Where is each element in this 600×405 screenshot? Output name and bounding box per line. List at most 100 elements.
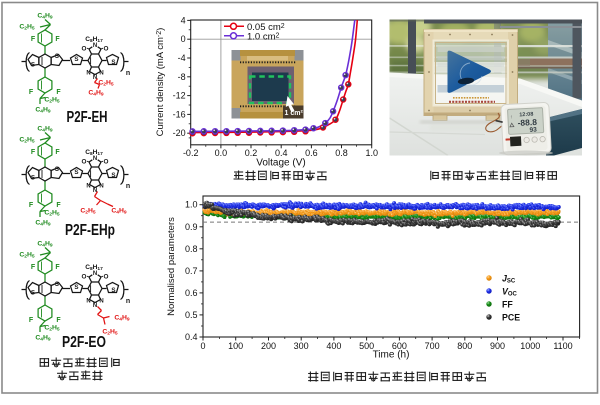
svg-text:O: O	[104, 46, 109, 53]
svg-text:1.0 cm2: 1.0 cm2	[247, 31, 280, 42]
svg-text:N: N	[93, 271, 97, 277]
svg-text:S: S	[55, 166, 59, 173]
svg-text:P2F-EHp: P2F-EHp	[65, 222, 115, 239]
svg-text:C4H9: C4H9	[37, 13, 53, 21]
svg-text:Normalised parameters: Normalised parameters	[166, 217, 177, 316]
svg-text:0.6: 0.6	[185, 288, 198, 298]
svg-text:O: O	[82, 46, 87, 53]
svg-text:C4H9: C4H9	[111, 208, 127, 216]
svg-text:0: 0	[200, 341, 205, 351]
svg-text:N: N	[86, 71, 90, 77]
svg-text:C4H9: C4H9	[37, 241, 53, 249]
svg-text:F: F	[55, 36, 60, 43]
svg-text:N: N	[99, 299, 103, 305]
svg-text:0.8: 0.8	[335, 148, 348, 158]
svg-text:S: S	[55, 281, 59, 288]
svg-text:S: S	[74, 284, 78, 291]
svg-text:600: 600	[392, 341, 407, 351]
svg-text:400: 400	[326, 341, 341, 351]
svg-text:300: 300	[294, 341, 309, 351]
svg-text:N: N	[93, 156, 97, 162]
svg-text:Voltage (V): Voltage (V)	[256, 158, 305, 169]
svg-text:1000: 1000	[520, 341, 540, 351]
svg-text:N: N	[86, 299, 90, 305]
svg-text:O: O	[104, 159, 109, 166]
svg-text:0.5: 0.5	[185, 310, 198, 320]
svg-text:S: S	[111, 287, 115, 294]
svg-text:0.6: 0.6	[305, 148, 318, 158]
svg-text:JSC: JSC	[502, 273, 516, 284]
svg-text:N: N	[93, 43, 97, 49]
svg-text:N: N	[86, 184, 90, 190]
svg-text:F: F	[55, 264, 60, 271]
svg-text:C2H5: C2H5	[19, 137, 35, 145]
svg-text:F: F	[31, 264, 36, 271]
svg-text:0.4: 0.4	[275, 148, 288, 158]
svg-text:-12: -12	[173, 91, 186, 101]
svg-text:C4H9: C4H9	[35, 335, 51, 343]
svg-text:C4H9: C4H9	[35, 107, 51, 115]
svg-text:C4H9: C4H9	[35, 220, 51, 228]
svg-text:S: S	[74, 169, 78, 176]
svg-text:n: n	[126, 70, 130, 77]
svg-text:C2H5: C2H5	[44, 97, 60, 105]
svg-text:P2F-EH: P2F-EH	[67, 109, 108, 126]
svg-text:500: 500	[359, 341, 374, 351]
svg-text:O: O	[82, 159, 87, 166]
svg-text:N: N	[93, 303, 97, 309]
svg-text:900: 900	[490, 341, 505, 351]
svg-text:C2H5: C2H5	[102, 329, 118, 337]
svg-text:800: 800	[457, 341, 472, 351]
svg-text:F: F	[31, 149, 36, 156]
svg-text:4: 4	[181, 15, 186, 25]
svg-text:S: S	[55, 53, 59, 60]
svg-text:0.4: 0.4	[185, 332, 198, 342]
svg-text:N: N	[93, 75, 97, 81]
svg-text:PCE: PCE	[502, 312, 520, 322]
svg-text:-20: -20	[173, 128, 186, 138]
svg-text:12:08: 12:08	[519, 112, 533, 119]
svg-text:O: O	[104, 274, 109, 281]
svg-text:-88.8: -88.8	[517, 117, 537, 128]
svg-text:F: F	[56, 202, 61, 209]
svg-text:O: O	[82, 274, 87, 281]
svg-text:0.05 cm2: 0.05 cm2	[247, 22, 285, 33]
svg-text:-0.2: -0.2	[183, 148, 199, 158]
svg-text:100: 100	[228, 341, 243, 351]
svg-text:C8H17: C8H17	[85, 149, 103, 157]
svg-text:-4: -4	[178, 53, 186, 63]
svg-text:F: F	[55, 149, 60, 156]
svg-text:93: 93	[529, 126, 537, 133]
svg-text:0.2: 0.2	[245, 148, 258, 158]
svg-text:Time (h): Time (h)	[373, 350, 410, 361]
svg-text:S: S	[111, 59, 115, 66]
svg-text:0.9: 0.9	[185, 222, 198, 232]
svg-text:↑: ↑	[510, 114, 513, 120]
svg-text:C4H9: C4H9	[37, 126, 53, 134]
svg-text:S: S	[31, 62, 35, 69]
svg-text:-8: -8	[178, 72, 186, 82]
svg-text:C8H17: C8H17	[85, 36, 103, 44]
svg-text:S: S	[31, 175, 35, 182]
svg-text:N: N	[93, 188, 97, 194]
svg-text:F: F	[31, 36, 36, 43]
svg-text:-16: -16	[173, 109, 186, 119]
svg-text:C2H5: C2H5	[80, 208, 96, 216]
svg-text:C2H5: C2H5	[19, 252, 35, 260]
svg-text:N: N	[99, 71, 103, 77]
svg-text:VOC: VOC	[502, 286, 518, 297]
svg-text:Current density (mA cm-2): Current density (mA cm-2)	[155, 28, 166, 137]
svg-text:n: n	[126, 183, 130, 190]
svg-text:C2H5: C2H5	[44, 210, 60, 218]
svg-text:C2H5: C2H5	[44, 325, 60, 333]
svg-text:FF: FF	[502, 299, 513, 309]
svg-text:P2F-EO: P2F-EO	[62, 334, 106, 351]
svg-text:S: S	[111, 172, 115, 179]
svg-text:n: n	[126, 298, 130, 305]
svg-text:F: F	[29, 202, 34, 209]
svg-text:0.0: 0.0	[215, 148, 228, 158]
svg-text:0: 0	[181, 34, 186, 44]
svg-text:1.0: 1.0	[185, 200, 198, 210]
svg-text:1100: 1100	[553, 341, 572, 351]
svg-text:C2H5: C2H5	[19, 24, 35, 32]
